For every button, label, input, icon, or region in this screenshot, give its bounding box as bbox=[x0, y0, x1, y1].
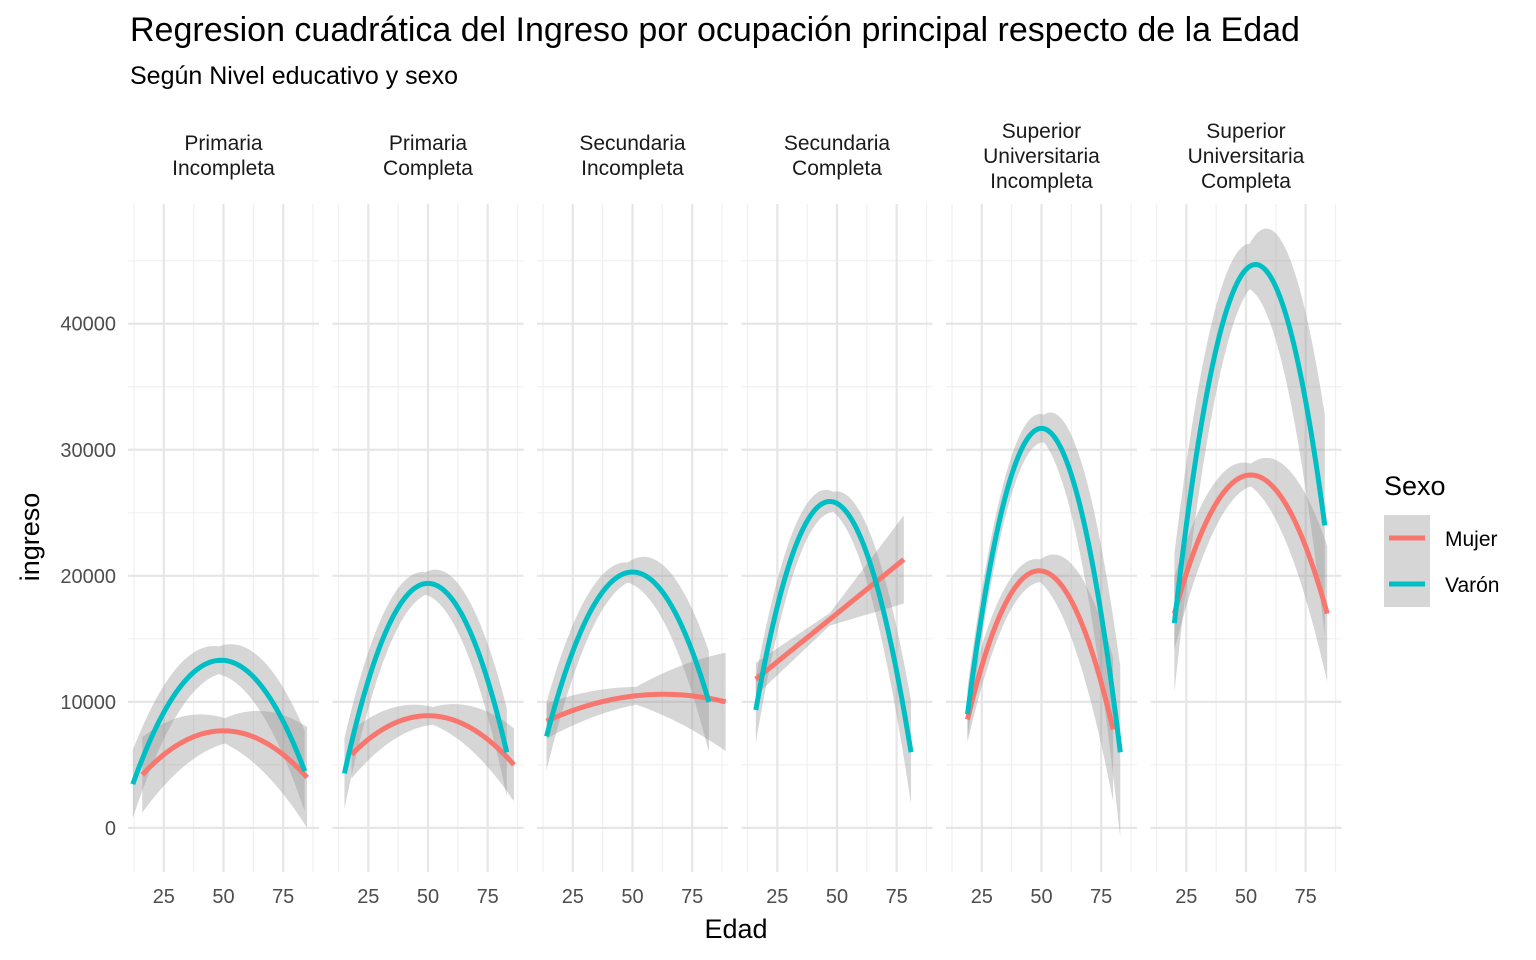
x-tick-label: 25 bbox=[357, 886, 379, 908]
chart-title: Regresion cuadrática del Ingreso por ocu… bbox=[130, 11, 1300, 49]
series-line-varon bbox=[341, 580, 510, 774]
facet-strip-label: Secundaria Incompleta bbox=[579, 132, 686, 180]
x-tick-label: 75 bbox=[1090, 886, 1112, 908]
legend-title: Sexo bbox=[1384, 471, 1446, 501]
x-tick-label: 25 bbox=[971, 886, 993, 908]
x-tick-label: 50 bbox=[621, 886, 643, 908]
y-tick-label: 20000 bbox=[60, 566, 116, 588]
x-tick-label: 75 bbox=[272, 886, 294, 908]
x-tick-label: 25 bbox=[153, 886, 175, 908]
y-tick-label: 40000 bbox=[60, 314, 116, 336]
x-axis-title: Edad bbox=[704, 914, 767, 944]
x-tick-label: 50 bbox=[1030, 886, 1052, 908]
facet-panel: Secundaria Incompleta 25 50 75 bbox=[537, 132, 728, 908]
confidence-band bbox=[546, 652, 726, 752]
x-tick-label: 25 bbox=[766, 886, 788, 908]
facet-strip-label: Superior Universitaria Incompleta bbox=[983, 120, 1100, 193]
facet-panel: Superior Universitaria Incompleta 25 50 75 bbox=[946, 120, 1137, 908]
x-tick-label: 50 bbox=[1235, 886, 1257, 908]
series-line-varon bbox=[753, 498, 914, 753]
series-line-varon bbox=[130, 657, 308, 786]
facet-panel: Primaria Incompleta 25 50 75 bbox=[128, 132, 319, 908]
y-tick-label: 0 bbox=[105, 818, 116, 840]
confidence-band bbox=[1174, 228, 1325, 693]
series-line-varon bbox=[544, 569, 712, 737]
legend: Sexo Mujer Varón bbox=[1384, 471, 1499, 607]
facet-strip-label: Secundaria Completa bbox=[784, 132, 891, 180]
y-tick-label: 10000 bbox=[60, 692, 116, 714]
series-line-varon bbox=[965, 425, 1123, 753]
series-line-mujer bbox=[140, 728, 309, 780]
series-line-mujer bbox=[1171, 472, 1330, 615]
x-tick-label: 50 bbox=[826, 886, 848, 908]
facet-strip-label: Superior Universitaria Completa bbox=[1188, 120, 1305, 193]
x-tick-label: 50 bbox=[212, 886, 234, 908]
legend-label: Varón bbox=[1445, 574, 1499, 597]
x-tick-label: 75 bbox=[681, 886, 703, 908]
series-line-mujer bbox=[545, 691, 727, 724]
series-line-mujer bbox=[965, 568, 1116, 731]
x-tick-label: 25 bbox=[1175, 886, 1197, 908]
facet-strip-label: Primaria Incompleta bbox=[172, 132, 275, 180]
series-line-mujer bbox=[349, 713, 516, 767]
x-tick-label: 75 bbox=[886, 886, 908, 908]
y-axis: 0 10000 20000 30000 40000 bbox=[60, 314, 116, 840]
facet-panel: Secundaria Completa 25 50 75 bbox=[741, 132, 933, 908]
y-tick-label: 30000 bbox=[60, 440, 116, 462]
y-axis-title: ingreso bbox=[15, 493, 45, 582]
x-tick-label: 50 bbox=[417, 886, 439, 908]
x-tick-label: 75 bbox=[1295, 886, 1317, 908]
chart-subtitle: Según Nivel educativo y sexo bbox=[130, 62, 458, 90]
legend-keys: Mujer Varón bbox=[1384, 515, 1499, 607]
facet-panel: Superior Universitaria Completa 25 50 75 bbox=[1150, 120, 1342, 908]
legend-label: Mujer bbox=[1445, 528, 1498, 551]
confidence-band bbox=[546, 556, 709, 771]
facet-panel: Primaria Completa 25 50 75 bbox=[332, 132, 524, 908]
x-tick-label: 25 bbox=[562, 886, 584, 908]
series-line-varon bbox=[1171, 261, 1328, 624]
series-line-mujer bbox=[754, 557, 906, 682]
x-tick-label: 75 bbox=[477, 886, 499, 908]
facet-strip-label: Primaria Completa bbox=[383, 132, 473, 180]
